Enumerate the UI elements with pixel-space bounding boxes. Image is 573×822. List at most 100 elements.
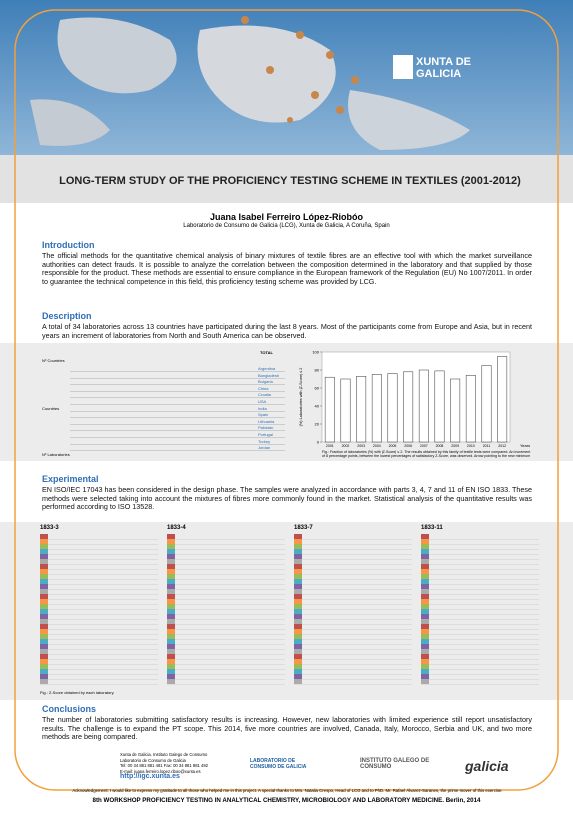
row-swatch <box>167 594 175 599</box>
row-swatch <box>40 669 48 674</box>
bar <box>403 371 414 443</box>
y-tick-label: 20 <box>315 422 320 427</box>
table-row <box>421 674 539 680</box>
row-swatch <box>167 609 175 614</box>
table-row <box>294 584 412 590</box>
table-row <box>40 569 158 575</box>
table-row <box>421 629 539 635</box>
row-swatch <box>167 534 175 539</box>
row-label: Nº Laboratories <box>42 452 70 457</box>
table-row <box>421 594 539 600</box>
table-row <box>421 654 539 660</box>
table-row <box>40 544 158 550</box>
row-swatch <box>40 679 48 684</box>
table-title: 1833-4 <box>167 525 186 531</box>
x-tick-label: 2001 <box>326 444 334 448</box>
row-swatch <box>40 544 48 549</box>
logo-galicia: galicia <box>465 758 509 774</box>
table-row <box>421 679 539 685</box>
table-row <box>294 639 412 645</box>
table-row <box>167 584 285 590</box>
table-row <box>294 589 412 595</box>
row-swatch <box>421 659 429 664</box>
row-swatch <box>40 569 48 574</box>
row-swatch <box>421 544 429 549</box>
country: Turkey <box>258 438 271 444</box>
row-swatch <box>294 584 302 589</box>
table-row <box>40 574 158 580</box>
row-swatch <box>421 559 429 564</box>
table-row <box>40 554 158 560</box>
country: Argentina <box>258 366 276 371</box>
row-swatch <box>421 669 429 674</box>
table-row <box>421 609 539 615</box>
table-row <box>167 674 285 680</box>
row-swatch <box>421 644 429 649</box>
row-line <box>70 371 285 372</box>
table-row <box>167 549 285 555</box>
tables-caption: Fig.: Z-Score obtained by each laborator… <box>40 690 115 695</box>
table-row <box>167 669 285 675</box>
table-row <box>40 579 158 585</box>
row-swatch <box>421 574 429 579</box>
x-tick-label: 2005 <box>389 444 397 448</box>
row-swatch <box>421 614 429 619</box>
row-swatch <box>421 624 429 629</box>
row-swatch <box>40 579 48 584</box>
country: USA <box>258 399 267 404</box>
logo-lcg: LABORATORIO DE CONSUMO DE GALICIA <box>250 758 307 770</box>
bar <box>324 376 335 443</box>
row-swatch <box>167 564 175 569</box>
table-row <box>421 539 539 545</box>
table-row <box>167 544 285 550</box>
row-swatch <box>421 584 429 589</box>
table-row <box>421 554 539 560</box>
row-swatch <box>421 554 429 559</box>
table-row <box>40 654 158 660</box>
table-row <box>294 679 412 685</box>
row-swatch <box>167 584 175 589</box>
row-swatch <box>421 654 429 659</box>
table-row <box>40 604 158 610</box>
row-swatch <box>167 679 175 684</box>
row-line <box>70 437 285 438</box>
row-swatch <box>294 659 302 664</box>
row-swatch <box>294 594 302 599</box>
table-row <box>40 639 158 645</box>
url[interactable]: http://igc.xunta.es <box>120 773 180 780</box>
table-row <box>167 579 285 585</box>
table-row <box>421 659 539 665</box>
row-swatch <box>421 539 429 544</box>
figure: 0 20 40 60 80 100 2001 2002 2003 2004 2005 2006 2007… <box>299 350 530 459</box>
country: Spain <box>258 412 269 418</box>
table-row <box>421 604 539 610</box>
author: Juana Isabel Ferreiro López-Riobóo <box>209 212 364 222</box>
table-row <box>167 534 285 540</box>
table-row <box>294 604 412 610</box>
row-line <box>70 390 285 392</box>
caption-box: Fig.: Fraction of laboratories (%) with … <box>322 450 530 458</box>
table-row <box>294 664 412 670</box>
row-swatch <box>167 629 175 634</box>
country: Bulgaria <box>258 379 273 385</box>
acknowledgement: Acknowledgement: I would like to express… <box>72 788 503 793</box>
bar <box>434 370 445 443</box>
section-text: EN ISO/IEC 17043 has been considered in … <box>42 485 532 512</box>
bar <box>465 375 476 443</box>
y-axis-label: (%) Laboratories with |Z-Score| ≤ 2 <box>299 368 303 427</box>
frame <box>14 9 559 791</box>
continent <box>348 90 470 150</box>
continent <box>30 99 110 146</box>
row-swatch <box>421 634 429 639</box>
table-row <box>294 629 412 635</box>
title: LONG-TERM STUDY OF THE PROFICIENCY TESTI… <box>59 175 521 187</box>
bar <box>371 374 382 443</box>
z-table: 1833-7 <box>294 525 412 685</box>
row-swatch <box>421 589 429 594</box>
row-label: Nº Countries <box>42 358 65 363</box>
row-line <box>70 417 285 419</box>
table-row <box>294 544 412 550</box>
table-row <box>40 629 158 635</box>
y-tick-label: 100 <box>312 350 319 355</box>
table-row <box>294 554 412 560</box>
